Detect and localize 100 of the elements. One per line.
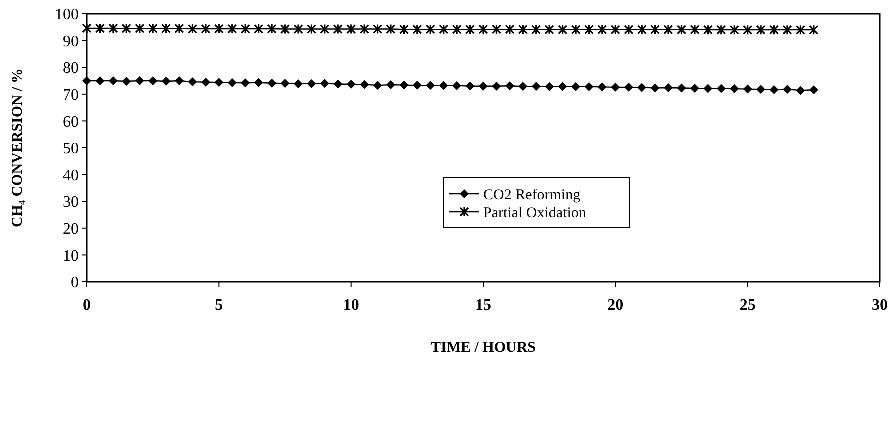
point	[478, 24, 488, 35]
point	[676, 24, 687, 36]
point	[108, 23, 118, 34]
point	[782, 85, 792, 94]
y-tick-label: 0	[71, 274, 79, 292]
point	[280, 24, 290, 35]
point	[135, 76, 144, 86]
point	[664, 24, 674, 36]
y-tick-label: 10	[63, 248, 79, 265]
point	[743, 84, 752, 94]
y-tick-label: 80	[63, 60, 79, 78]
point	[333, 24, 343, 35]
point	[148, 23, 158, 34]
x-tick-label: 25	[740, 297, 756, 314]
point	[412, 81, 422, 90]
point	[82, 76, 92, 86]
point	[756, 24, 766, 36]
x-axis-title: TIME / HOURS	[430, 340, 536, 356]
point	[439, 81, 448, 90]
point	[452, 81, 462, 90]
point	[770, 85, 779, 94]
point	[703, 24, 713, 36]
x-tick-label: 0	[83, 297, 91, 314]
point	[704, 84, 713, 94]
point	[571, 24, 581, 36]
point	[267, 24, 277, 34]
point	[518, 82, 528, 92]
point	[624, 24, 634, 36]
point	[399, 24, 409, 35]
point	[532, 24, 542, 36]
y-axis-title: CH₄ CONVERSION / %	[10, 68, 26, 228]
x-tick-label: 30	[872, 297, 888, 314]
point	[558, 82, 568, 92]
point	[637, 24, 647, 36]
x-tick-label: 15	[476, 297, 492, 314]
x-tick-label: 10	[343, 297, 360, 314]
point	[254, 24, 264, 34]
point	[96, 76, 105, 86]
point	[373, 81, 382, 90]
point	[465, 24, 476, 35]
point	[426, 81, 436, 90]
x-tick-label: 20	[608, 297, 624, 314]
point	[122, 77, 132, 86]
point	[294, 79, 303, 88]
point	[756, 85, 766, 94]
point	[360, 80, 370, 90]
legend-label: Partial Oxidation	[484, 205, 587, 222]
point	[782, 24, 792, 36]
point	[82, 23, 92, 34]
point	[796, 86, 806, 96]
point	[360, 24, 370, 35]
point	[240, 24, 250, 34]
point	[743, 24, 753, 36]
y-tick-label: 20	[63, 221, 79, 238]
point	[400, 80, 409, 90]
point	[268, 78, 277, 88]
legend-label: CO2 Reforming	[484, 187, 582, 204]
y-tick-label: 90	[63, 33, 79, 50]
point	[201, 78, 210, 87]
point	[505, 24, 515, 35]
point	[690, 24, 700, 36]
point	[611, 82, 620, 92]
point	[769, 24, 780, 36]
point	[214, 24, 224, 34]
point	[148, 76, 158, 86]
point	[95, 23, 106, 34]
point	[122, 23, 132, 34]
point	[188, 78, 198, 87]
point	[796, 24, 806, 36]
y-tick-label: 60	[63, 114, 79, 131]
point	[346, 24, 356, 35]
point	[201, 24, 211, 34]
point	[108, 76, 118, 86]
point	[175, 76, 184, 86]
point	[690, 84, 700, 94]
y-tick-label: 40	[63, 167, 79, 184]
point	[598, 24, 608, 36]
point	[307, 79, 316, 88]
y-tick-label: 100	[55, 6, 79, 24]
y-tick-label: 50	[63, 140, 79, 158]
point	[452, 24, 462, 35]
point	[320, 24, 330, 35]
point	[677, 84, 686, 93]
point	[572, 82, 581, 92]
point	[558, 24, 568, 36]
y-tick-label: 30	[63, 194, 79, 212]
point	[624, 82, 634, 92]
point	[320, 79, 330, 88]
point	[241, 78, 250, 88]
point	[162, 77, 171, 86]
point	[214, 78, 224, 88]
point	[492, 82, 502, 91]
point	[280, 79, 290, 88]
point	[412, 24, 422, 35]
point	[162, 23, 172, 34]
point	[730, 24, 740, 36]
point	[439, 24, 449, 35]
point	[135, 23, 145, 34]
point	[505, 82, 514, 91]
point	[730, 84, 740, 94]
